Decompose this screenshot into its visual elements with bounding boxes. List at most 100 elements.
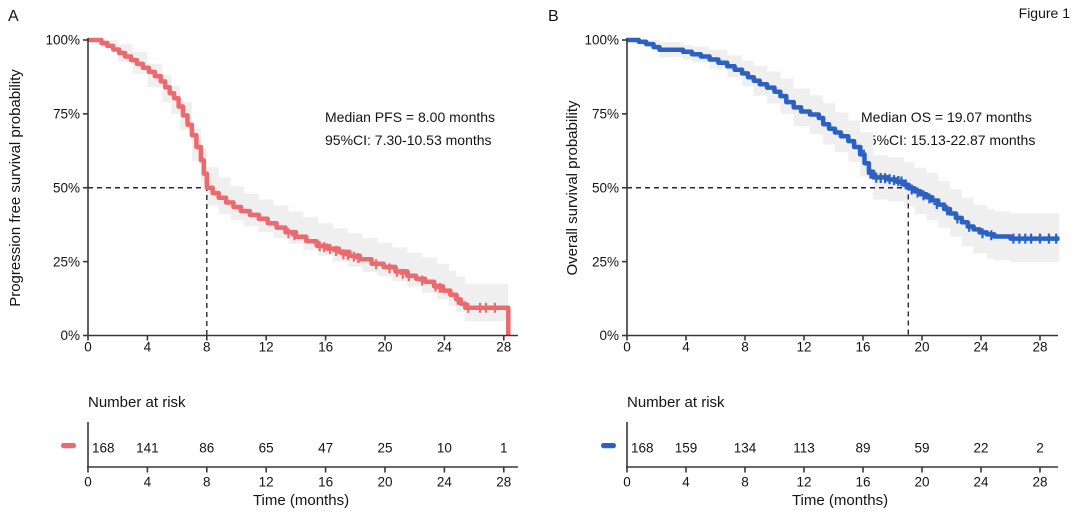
risk-x-tick-label: 8 (741, 475, 749, 490)
risk-x-tick-label: 16 (318, 475, 333, 490)
risk-count: 141 (136, 441, 159, 456)
y-tick-label: 25% (53, 254, 80, 269)
risk-legend-dash (61, 443, 76, 449)
y-tick-label: 75% (592, 107, 619, 122)
risk-count: 25 (377, 441, 392, 456)
median-pfs-annotation: Median PFS = 8.00 months (325, 109, 495, 125)
censor-mark (987, 230, 995, 241)
censor-mark (897, 176, 905, 187)
censor-mark (436, 282, 444, 293)
risk-x-tick-label: 4 (144, 475, 152, 490)
risk-x-tick-label: 12 (796, 475, 811, 490)
panel-a-letter: A (8, 8, 19, 25)
risk-count: 47 (318, 441, 333, 456)
x-axis-title-pfs: Time (months) (253, 492, 349, 509)
risk-table-title-pfs: Number at risk (88, 394, 186, 411)
risk-x-tick-label: 8 (203, 475, 211, 490)
censor-mark (405, 271, 413, 282)
median-os-annotation: Median OS = 19.07 months (861, 109, 1032, 125)
risk-count: 168 (92, 441, 115, 456)
y-tick-label: 75% (53, 107, 80, 122)
censor-mark (1052, 233, 1060, 244)
risk-x-tick-label: 20 (377, 475, 392, 490)
risk-count: 65 (259, 441, 274, 456)
censor-mark (920, 190, 927, 201)
risk-count: 22 (973, 441, 988, 456)
risk-count: 10 (437, 441, 452, 456)
risk-count: 1 (500, 441, 508, 456)
censor-mark (344, 250, 352, 261)
x-tick-label: 28 (496, 340, 511, 355)
survival-curve (88, 37, 511, 336)
y-axis-title-os: Overall survival probability (564, 100, 581, 276)
median-dashed-line (88, 187, 208, 336)
y-tick-label: 50% (592, 180, 619, 195)
x-tick-label: 12 (796, 340, 811, 355)
x-tick-label: 4 (682, 340, 690, 355)
censor-mark (393, 266, 401, 277)
censor-mark (350, 251, 358, 262)
risk-x-tick-label: 0 (84, 475, 92, 490)
censor-mark (332, 246, 340, 256)
risk-table-title-os: Number at risk (627, 394, 725, 411)
ci-os-annotation: 95%CI: 15.13-22.87 months (861, 132, 1035, 148)
figure-number-label: Figure 1 (1018, 5, 1070, 21)
y-tick-label: 0% (599, 328, 619, 343)
risk-x-tick-label: 0 (623, 475, 631, 490)
censor-mark (432, 281, 439, 292)
x-tick-label: 20 (914, 340, 929, 355)
x-tick-label: 28 (1032, 340, 1047, 355)
censor-mark (943, 205, 951, 216)
x-tick-label: 12 (259, 340, 274, 355)
panel-b-letter: B (548, 8, 559, 25)
censor-mark (464, 302, 472, 313)
censor-mark (902, 179, 910, 190)
risk-count: 159 (675, 441, 698, 456)
risk-legend-dash (601, 443, 616, 449)
censor-mark (290, 230, 298, 241)
x-tick-label: 0 (84, 340, 92, 355)
risk-x-tick-label: 16 (855, 475, 870, 490)
censor-mark (1045, 233, 1053, 244)
median-dashed-line (627, 187, 909, 336)
censor-mark (866, 168, 874, 179)
censor-mark (399, 268, 407, 279)
y-axis-title-pfs: Progression free survival probability (7, 69, 24, 307)
risk-count: 168 (631, 441, 654, 456)
censor-mark (1009, 233, 1017, 244)
risk-x-tick-label: 28 (1032, 475, 1047, 490)
x-tick-label: 8 (741, 340, 749, 355)
risk-x-tick-label: 24 (437, 475, 453, 490)
censor-mark (326, 243, 334, 254)
risk-x-tick-label: 20 (914, 475, 929, 490)
risk-count: 86 (199, 441, 214, 456)
x-tick-label: 24 (437, 340, 453, 355)
censor-mark (965, 221, 973, 232)
km-plot-os: B Overall survival probability Median OS… (548, 8, 1060, 509)
censor-mark (953, 213, 961, 224)
x-tick-label: 16 (318, 340, 333, 355)
censor-mark (858, 145, 865, 156)
x-tick-label: 24 (973, 340, 989, 355)
risk-count: 89 (855, 441, 870, 456)
risk-x-tick-label: 24 (973, 475, 989, 490)
risk-count: 113 (793, 441, 815, 456)
y-tick-label: 100% (584, 33, 619, 48)
x-axis-title-os: Time (months) (792, 492, 888, 509)
censor-mark (372, 259, 380, 270)
censor-mark (1036, 233, 1044, 244)
x-tick-label: 16 (855, 340, 870, 355)
risk-x-tick-label: 4 (682, 475, 690, 490)
x-tick-label: 4 (144, 340, 152, 355)
censor-mark (354, 253, 362, 264)
censor-mark (386, 263, 393, 274)
x-tick-label: 0 (623, 340, 631, 355)
y-tick-label: 25% (592, 254, 619, 269)
panel-a: A Progression free survival probability … (0, 0, 540, 520)
risk-count: 59 (914, 441, 929, 456)
censor-mark (320, 242, 328, 253)
censor-mark (454, 294, 462, 305)
censor-mark (285, 228, 292, 239)
